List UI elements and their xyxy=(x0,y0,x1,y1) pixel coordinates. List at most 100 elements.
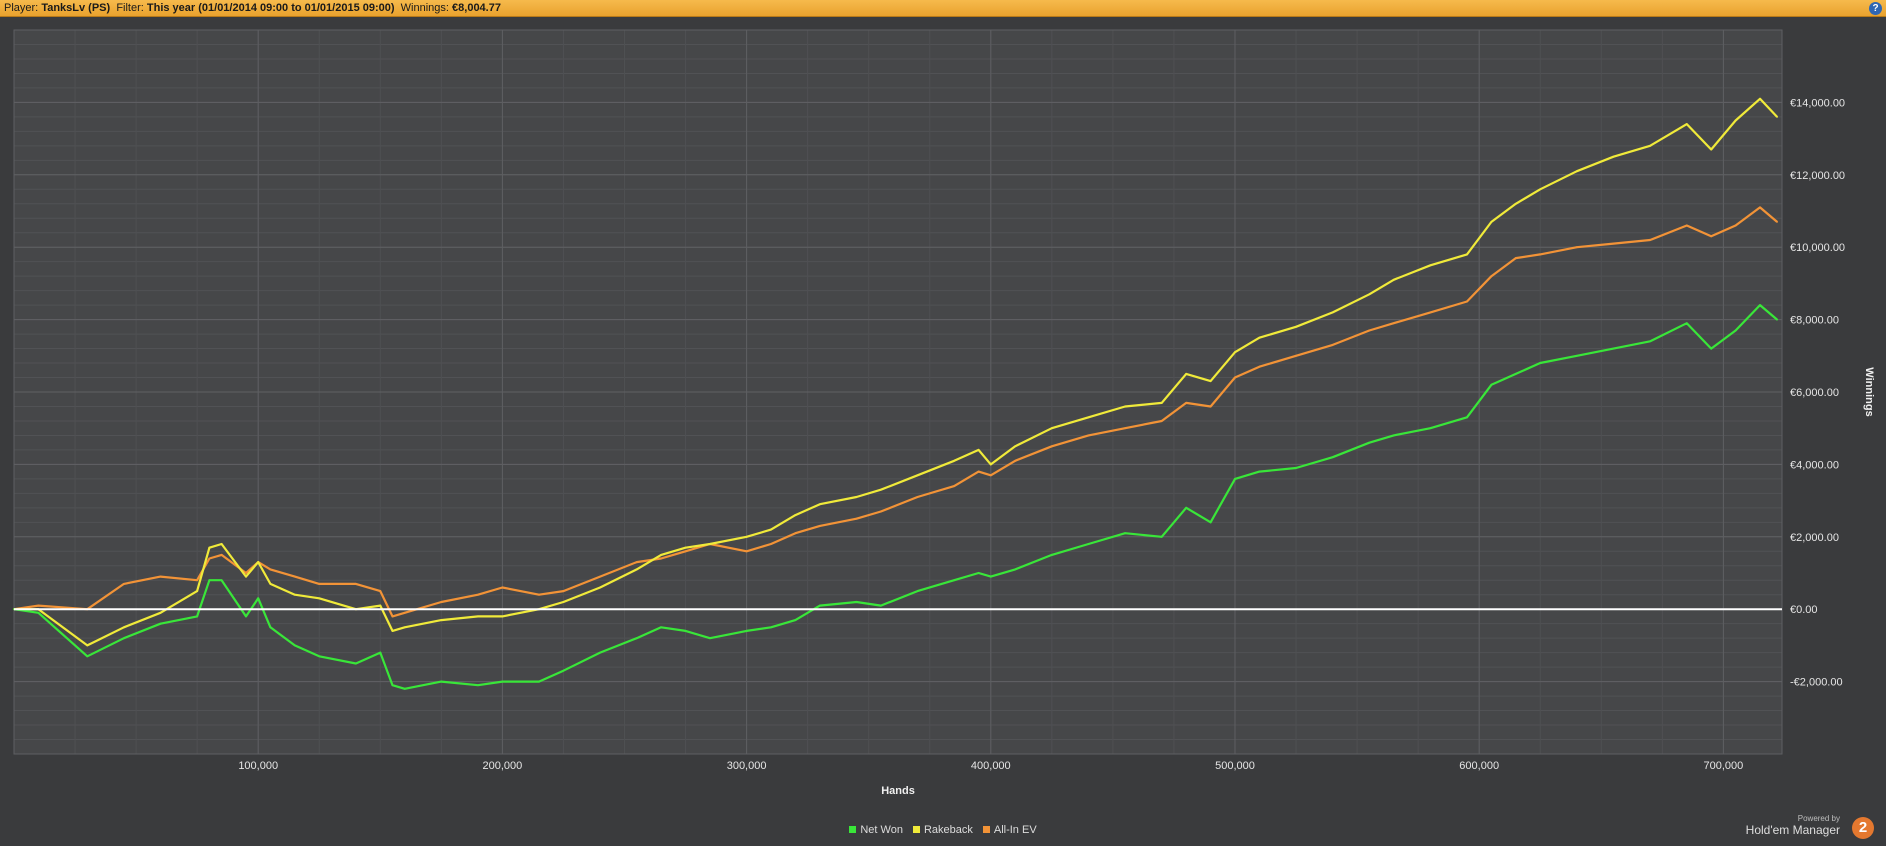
x-tick-label: 500,000 xyxy=(1215,760,1255,772)
data-point xyxy=(220,554,223,556)
data-point xyxy=(660,554,663,556)
data-point xyxy=(220,543,223,545)
data-point xyxy=(1710,347,1713,350)
data-point xyxy=(501,615,504,618)
winnings-value: €8,004.77 xyxy=(452,2,501,14)
data-point xyxy=(86,644,89,647)
data-point xyxy=(293,644,296,647)
data-point xyxy=(599,575,601,578)
data-point xyxy=(770,626,772,629)
data-point xyxy=(635,568,638,571)
data-point xyxy=(220,579,223,582)
data-point xyxy=(818,604,821,607)
data-point xyxy=(122,637,125,640)
data-point xyxy=(245,572,247,574)
data-point xyxy=(1612,347,1615,350)
data-point xyxy=(477,684,479,687)
y-tick-label: €10,000.00 xyxy=(1790,242,1845,254)
data-point xyxy=(684,630,687,632)
data-point xyxy=(1124,532,1127,535)
filter-label: Filter: xyxy=(116,2,144,14)
data-point xyxy=(477,615,479,618)
powered-by-text: Powered by xyxy=(1797,814,1840,823)
data-point xyxy=(1258,470,1261,473)
data-point xyxy=(684,546,687,549)
data-point xyxy=(818,503,821,506)
legend-item[interactable]: Rakeback xyxy=(912,824,973,836)
data-point xyxy=(501,680,504,683)
data-point xyxy=(208,557,211,560)
x-tick-label: 400,000 xyxy=(971,760,1011,772)
data-point xyxy=(635,561,638,564)
data-point xyxy=(1087,434,1090,437)
data-point xyxy=(916,474,919,477)
data-point xyxy=(660,626,663,629)
data-point xyxy=(635,637,638,640)
data-point xyxy=(1234,351,1236,354)
data-point xyxy=(1734,329,1737,332)
data-point xyxy=(745,630,748,632)
series-layer xyxy=(13,97,1782,690)
data-point xyxy=(403,611,406,614)
x-tick-label: 100,000 xyxy=(238,760,278,772)
x-tick-label: 700,000 xyxy=(1704,760,1744,772)
data-point xyxy=(1575,246,1578,249)
legend-swatch xyxy=(912,825,920,833)
data-point xyxy=(1295,354,1297,357)
data-point xyxy=(196,579,199,582)
data-point xyxy=(1710,148,1713,151)
legend: Net Won Rakeback All-In EV xyxy=(0,824,1886,836)
data-point xyxy=(1331,311,1334,314)
x-axis-label: Hands xyxy=(881,785,915,797)
data-point xyxy=(599,586,601,589)
data-point xyxy=(1685,123,1688,126)
data-point xyxy=(122,582,125,585)
data-point xyxy=(1490,275,1493,278)
series-net-won xyxy=(13,304,1779,690)
data-point xyxy=(196,615,199,618)
series-all-in-ev xyxy=(13,206,1779,618)
data-point xyxy=(1331,344,1334,346)
data-point xyxy=(318,597,321,600)
data-point xyxy=(770,543,772,545)
data-point xyxy=(709,637,711,640)
data-point xyxy=(562,669,565,672)
data-point xyxy=(354,662,357,665)
y-tick-label: €8,000.00 xyxy=(1790,315,1839,327)
data-point xyxy=(855,517,858,520)
data-point xyxy=(1014,459,1017,462)
data-point xyxy=(1368,441,1371,444)
data-point xyxy=(440,619,443,621)
data-point xyxy=(1649,239,1652,241)
data-point xyxy=(293,593,296,596)
data-point xyxy=(1160,420,1163,422)
data-point xyxy=(1185,506,1188,509)
data-point xyxy=(1087,416,1090,419)
data-point xyxy=(1050,554,1053,556)
data-point xyxy=(1539,362,1542,364)
data-point xyxy=(684,550,687,553)
legend-label: Net Won xyxy=(860,824,903,836)
brand: Powered by Hold'em Manager xyxy=(1746,814,1840,837)
data-point xyxy=(391,630,394,632)
data-point xyxy=(122,626,125,629)
data-point xyxy=(293,575,296,578)
data-point xyxy=(818,525,821,527)
data-point xyxy=(501,586,504,589)
legend-item[interactable]: All-In EV xyxy=(982,824,1037,836)
data-point xyxy=(1368,293,1371,296)
data-point xyxy=(1612,242,1615,245)
data-point xyxy=(1685,224,1688,227)
data-point xyxy=(1185,373,1188,375)
data-point xyxy=(880,604,882,607)
data-point xyxy=(794,532,797,535)
data-point xyxy=(1466,253,1468,256)
data-point xyxy=(1185,401,1188,404)
data-point xyxy=(880,488,882,491)
legend-item[interactable]: Net Won xyxy=(849,824,903,836)
help-icon[interactable]: ? xyxy=(1869,2,1882,15)
data-point xyxy=(855,601,858,603)
x-tick-label: 200,000 xyxy=(483,760,523,772)
data-point xyxy=(1514,257,1517,259)
data-point xyxy=(318,655,321,658)
